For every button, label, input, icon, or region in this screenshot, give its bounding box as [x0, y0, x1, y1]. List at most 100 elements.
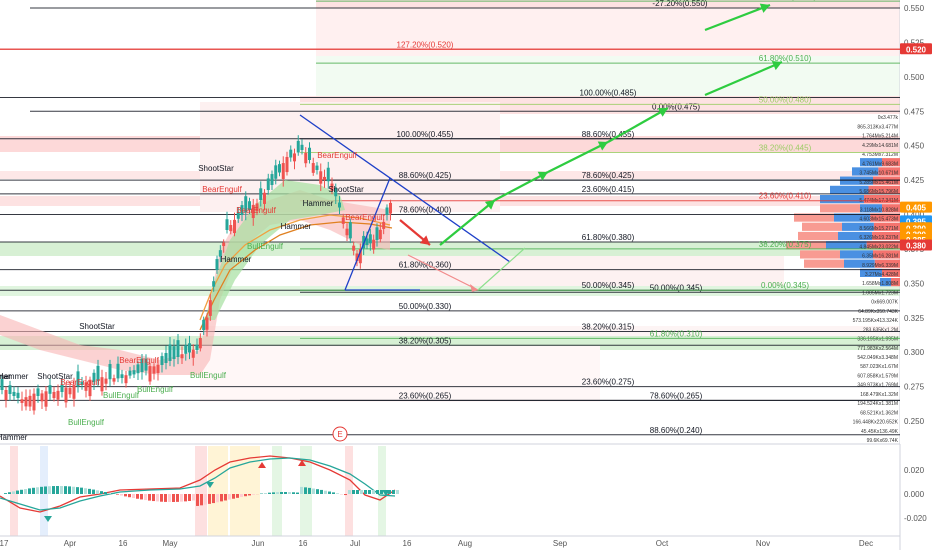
volume-bar: [872, 231, 900, 241]
fib-label: 88.60%(0.240): [650, 426, 703, 435]
candle-body: [208, 300, 212, 316]
triangle-drawing[interactable]: [299, 114, 526, 292]
volume-bar: [873, 176, 900, 185]
histogram-bar: [208, 494, 211, 504]
histogram-bar: [376, 490, 379, 494]
histogram-bar: [216, 494, 219, 503]
histogram-bar: [92, 489, 95, 494]
histogram-bar: [220, 494, 223, 502]
candle-body: [108, 364, 112, 380]
time-axis[interactable]: 17 Apr 16 May Jun 16 Jul 16 Aug Sep Oct Nov Dec: [0, 539, 873, 548]
histogram-bar: [184, 494, 187, 502]
histogram-bar: [24, 489, 27, 494]
projection-arrow: [439, 199, 496, 246]
earnings-marker-icon: [332, 426, 348, 442]
histogram-bar: [300, 486, 303, 494]
projection-arrowhead: [537, 171, 548, 181]
candle-body: [0, 379, 4, 390]
histogram-bar: [148, 494, 151, 501]
volume-bar: [800, 250, 840, 259]
price-tick: 0.400: [904, 211, 925, 220]
candle-body: [311, 163, 315, 173]
histogram-bar: [332, 492, 335, 494]
projection-arrow: [494, 171, 549, 201]
pattern-label: BullEngulf: [103, 391, 140, 400]
histogram-bar: [296, 492, 299, 494]
histogram-bar: [336, 493, 339, 494]
price-badge: [900, 201, 932, 213]
price-tick: 0.450: [904, 142, 925, 151]
candle-body: [345, 228, 349, 236]
candle-body: [195, 344, 199, 350]
histogram-bar: [52, 486, 55, 494]
projection-arrows[interactable]: [399, 3, 783, 246]
histogram-bar: [308, 487, 311, 494]
candle-body: [188, 343, 191, 353]
volume-bar: [804, 259, 844, 268]
fib-levels[interactable]: -27.20%(0.550) 78.60%(0.555) 127.20%(0.520…: [0, 0, 900, 436]
fib-zone: [316, 8, 900, 64]
fib-label: 100.00%(0.485): [580, 88, 637, 97]
histogram-bar: [368, 490, 371, 494]
fib-label: 23.60%(0.410): [759, 192, 812, 201]
volume-bar: [878, 167, 900, 176]
candle-body: [136, 364, 140, 374]
price-badge: [900, 43, 932, 55]
candle-body: [144, 358, 148, 371]
time-tick: Oct: [656, 539, 669, 548]
pattern-label: ShootStar: [37, 372, 73, 381]
histogram-bar: [328, 491, 331, 494]
volume-label: 194.524Kx1.381M: [857, 401, 898, 407]
candle-body: [289, 149, 293, 158]
fib-label: 88.60%(0.425): [399, 171, 452, 180]
histogram-bar: [360, 490, 363, 494]
fib-label: 61.80%(0.360): [399, 261, 452, 270]
pattern-label: ShootStar: [328, 185, 364, 194]
volume-label: 4.753Mx7.312M: [862, 152, 898, 158]
time-tick: 16: [299, 539, 308, 548]
histogram-bar: [84, 488, 87, 494]
price-tick: 0.550: [904, 4, 925, 13]
candle-body: [266, 178, 270, 190]
histogram-bar: [324, 490, 327, 494]
pattern-label: Hammer: [0, 372, 29, 381]
fib-label: 38.20%(0.305): [399, 336, 452, 345]
time-tick: Nov: [756, 539, 770, 548]
fib-label: 88.60%(0.455): [582, 130, 635, 139]
histogram-bar: [68, 486, 71, 494]
histogram-bar: [196, 494, 199, 506]
candle-body: [52, 391, 56, 399]
volume-label: 573.195Kx413.324K: [853, 318, 899, 324]
histogram-bar: [228, 494, 231, 500]
candle-body: [116, 363, 120, 379]
candle-body: [68, 387, 72, 395]
volume-label: 8.566Mx15.271M: [859, 226, 898, 232]
volume-label: 0x3.477k: [878, 115, 899, 121]
pattern-label: Hammer: [0, 433, 28, 442]
fib-label: -27.20%(0.550): [652, 0, 707, 8]
fib-label: 38.20%(0.375): [759, 240, 812, 249]
fib-label: 78.60%(0.400): [399, 206, 452, 215]
histogram-bar: [364, 490, 367, 494]
price-axis[interactable]: 0.5500.5250.5000.4750.4500.4250.4000.375…: [900, 0, 932, 444]
candle-body: [285, 156, 289, 173]
volume-label: 4.761Mx9.683M: [862, 161, 898, 167]
volume-bar: [802, 222, 842, 231]
projection-arrow: [704, 3, 771, 32]
fib-label: 50.00%(0.480): [759, 95, 812, 104]
oscillator-pane[interactable]: 0.020 0.000 -0.020: [0, 455, 927, 523]
volume-label: 283.635Kx1.2M: [863, 327, 898, 333]
histogram-bar: [188, 494, 191, 501]
candle-body: [120, 374, 124, 378]
pattern-label: BullEngulf: [190, 371, 227, 380]
pattern-label: nmer: [0, 372, 11, 381]
histogram-bar: [56, 486, 59, 494]
fib-label: 78.60%(0.425): [582, 171, 635, 180]
candle-body: [20, 399, 24, 403]
pattern-label: ShootStar: [79, 322, 115, 331]
candle-body: [251, 204, 255, 219]
histogram-bar: [176, 494, 179, 502]
volume-bar: [842, 222, 874, 231]
